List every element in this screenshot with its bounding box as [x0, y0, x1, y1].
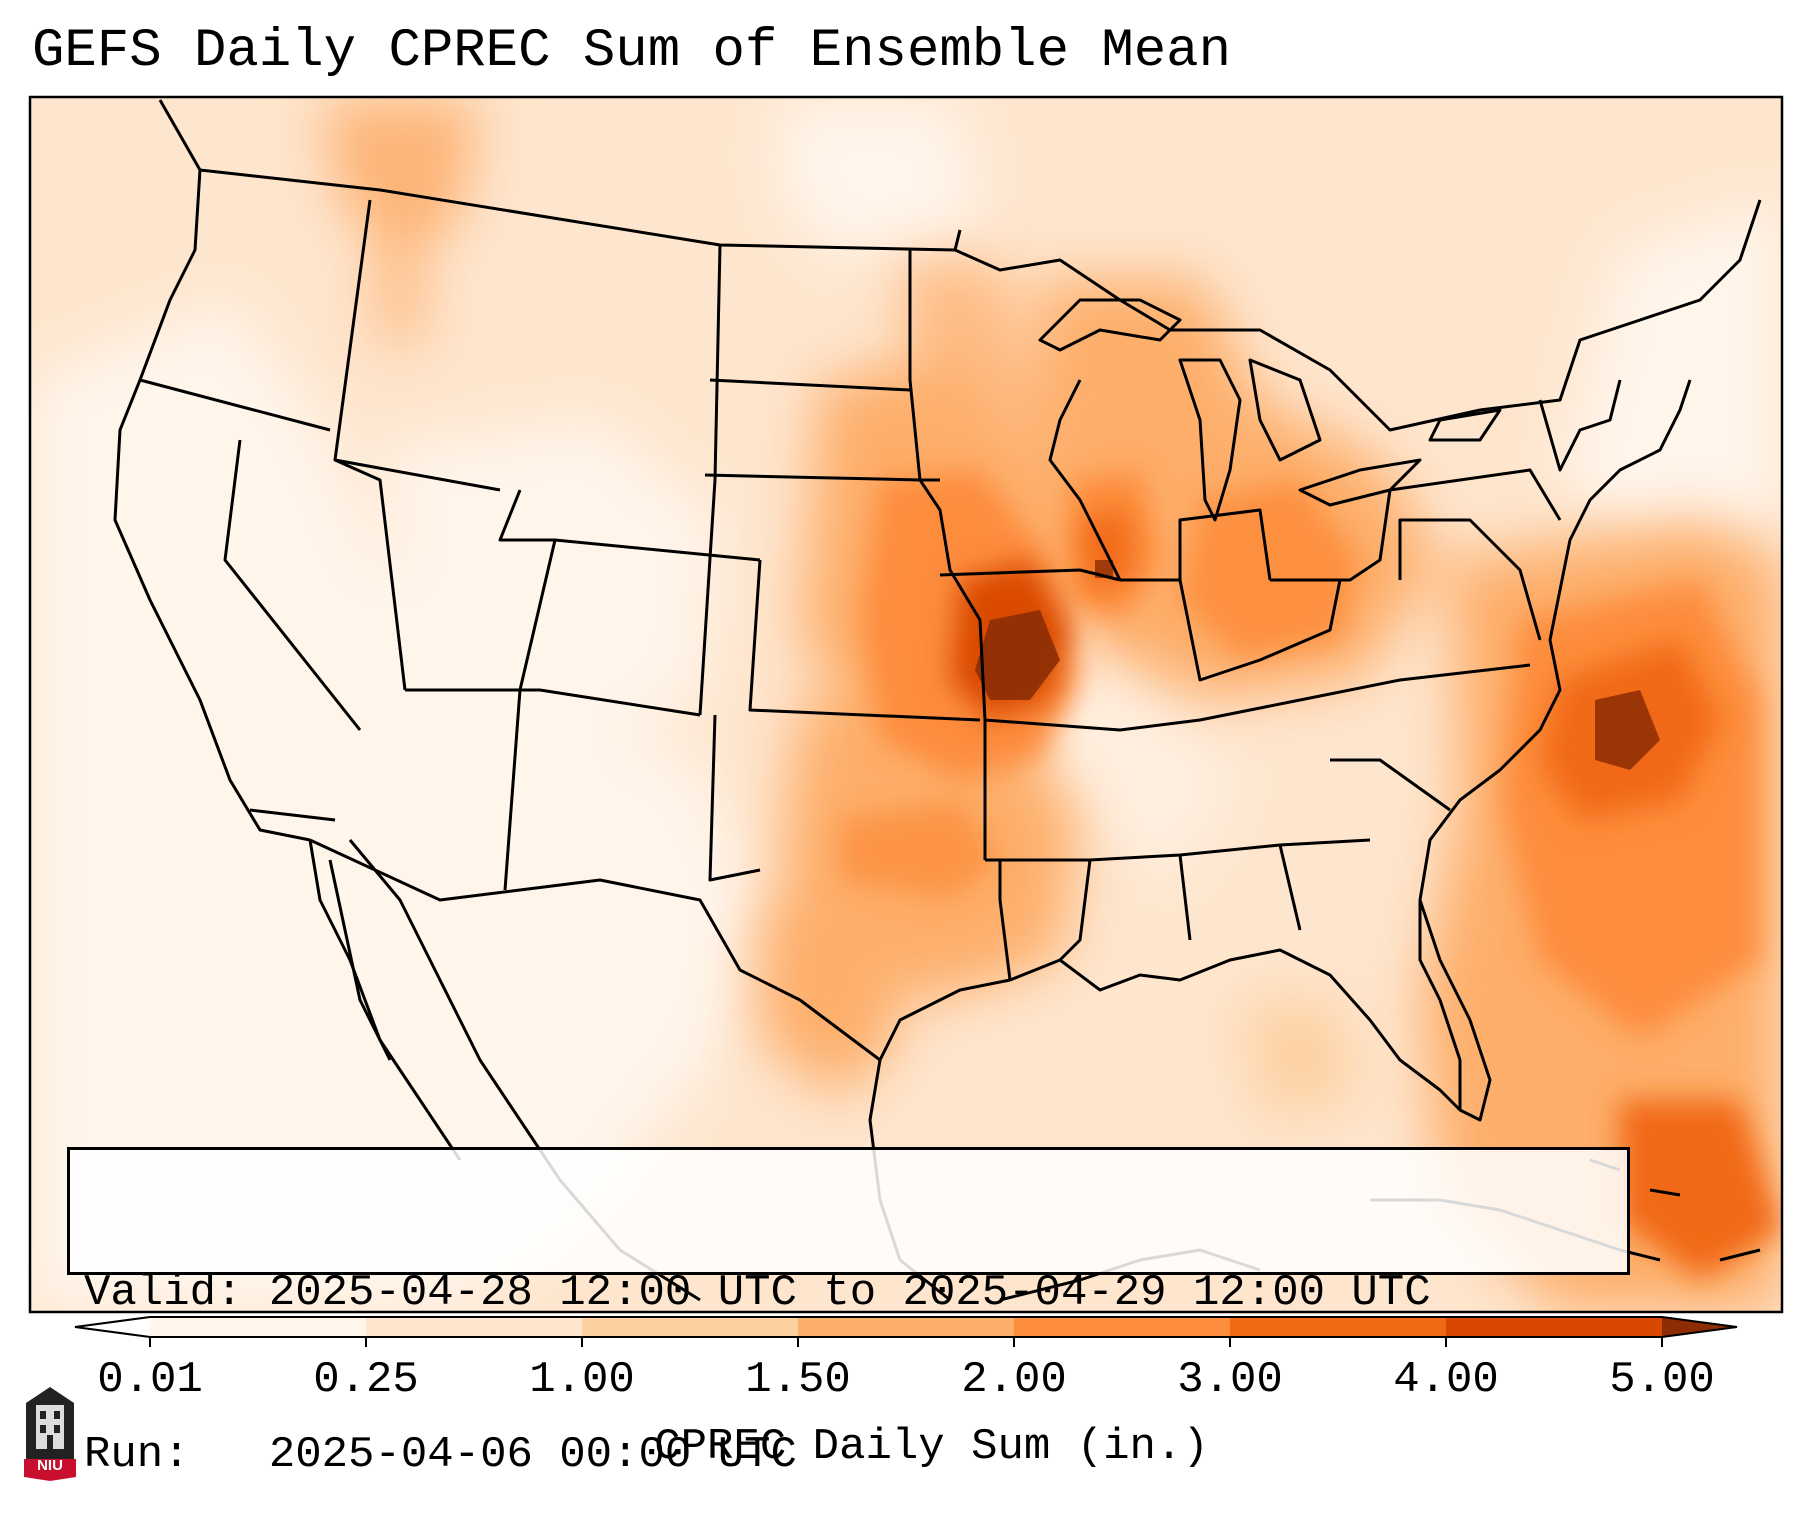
colorbar-tick-label: 1.50 [745, 1355, 851, 1405]
niu-logo-icon [24, 1387, 76, 1481]
map-title: GEFS Daily CPREC Sum of Ensemble Mean [32, 21, 1231, 82]
map-border [28, 95, 1784, 1314]
colorbar-tick-label: 0.01 [97, 1355, 203, 1405]
colorbar-outline [74, 1316, 1738, 1338]
niu-logo-text: NIU [37, 1457, 63, 1474]
valid-time-text: Valid: 2025-04-28 12:00 UTC to 2025-04-2… [84, 1268, 1431, 1318]
colorbar-segment [582, 1317, 799, 1337]
colorbar-label: CPREC Daily Sum (in.) [654, 1422, 1209, 1472]
colorbar-tick-label: 1.00 [529, 1355, 635, 1405]
colorbar-segments [75, 1317, 1737, 1337]
colorbar-tick-label: 4.00 [1393, 1355, 1499, 1405]
colorbar-segment [1446, 1317, 1663, 1337]
colorbar-tick-label: 2.00 [961, 1355, 1067, 1405]
colorbar-segment [150, 1317, 367, 1337]
map-frame [30, 97, 1782, 1312]
colorbar-segment [1230, 1317, 1447, 1337]
colorbar-tick-labels: 0.01 0.25 1.00 1.50 2.00 3.00 4.00 5.00 [0, 1355, 1803, 1415]
colorbar-tickmarks [149, 1337, 1663, 1347]
colorbar-tick-label: 5.00 [1609, 1355, 1715, 1405]
extreme-precip-cores [975, 560, 1660, 770]
validity-info-box: Valid: 2025-04-28 12:00 UTC to 2025-04-2… [67, 1147, 1630, 1480]
precipitation-map [28, 95, 1784, 1314]
colorbar-segment [798, 1317, 1015, 1337]
colorbar-segment [366, 1317, 583, 1337]
colorbar-segment [1014, 1317, 1231, 1337]
niu-logo: NIU [22, 1385, 78, 1481]
colorbar-extend-low [75, 1317, 150, 1337]
colorbar-tick-label: 0.25 [313, 1355, 419, 1405]
boundary-lines [113, 99, 1762, 1302]
colorbar [74, 1316, 1738, 1347]
colorbar-extend-high [1662, 1317, 1737, 1337]
colorbar-tick-label: 3.00 [1177, 1355, 1283, 1405]
run-time-text: Run: 2025-04-06 00:00 UTC [84, 1430, 797, 1480]
